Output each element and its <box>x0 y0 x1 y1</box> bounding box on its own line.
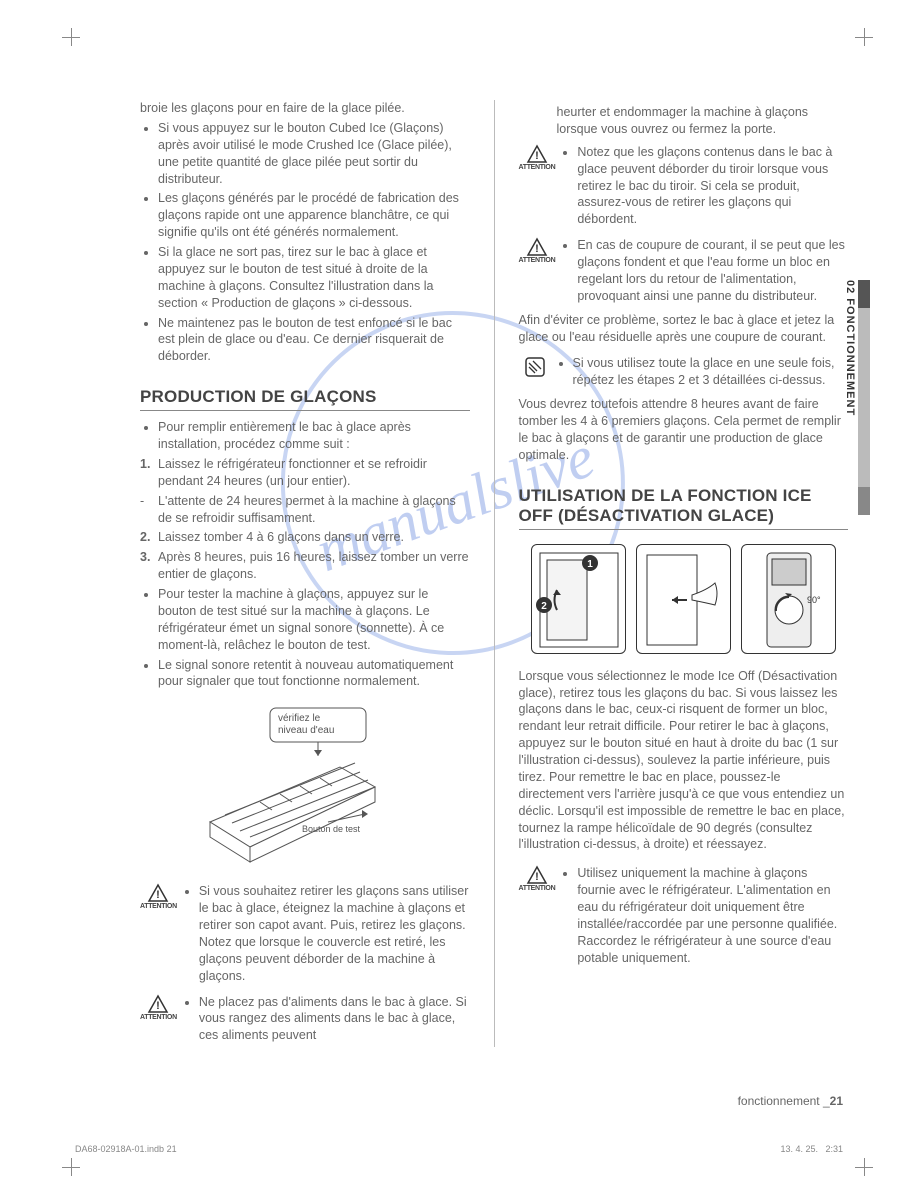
step-item: Pour remplir entièrement le bac à glace … <box>158 419 470 453</box>
attention-block-r2: ! ATTENTION En cas de coupure de courant… <box>519 237 849 308</box>
ice-off-illustrations: 1 2 <box>519 544 849 654</box>
attention-text: En cas de coupure de courant, il se peut… <box>577 237 848 305</box>
top-bullet-list: broie les glaçons pour en faire de la gl… <box>140 100 470 365</box>
svg-text:Bouton de test: Bouton de test <box>302 824 361 834</box>
step-text: Laissez le réfrigérateur fonctionner et … <box>158 456 470 490</box>
svg-text:!: ! <box>535 243 539 255</box>
attention-icon: ! ATTENTION <box>519 144 556 171</box>
bullet-item: Si vous appuyez sur le bouton Cubed Ice … <box>158 120 470 188</box>
heading-production: PRODUCTION DE GLAÇONS <box>140 387 470 411</box>
step-dash: - <box>140 493 158 527</box>
svg-text:niveau d'eau: niveau d'eau <box>278 725 334 736</box>
svg-text:90°: 90° <box>807 595 821 605</box>
svg-text:vérifiez le: vérifiez le <box>278 713 321 724</box>
attention-text: Utilisez uniquement la machine à glaçons… <box>577 865 848 966</box>
heading-ice-off: UTILISATION DE LA FONCTION ICE OFF (DÉSA… <box>519 486 849 530</box>
svg-text:2: 2 <box>541 601 547 612</box>
attention-block-2: ! ATTENTION Ne placez pas d'aliments dan… <box>140 994 470 1048</box>
step-text: Laissez tomber 4 à 6 glaçons dans un ver… <box>158 529 470 546</box>
right-column: heurter et endommager la machine à glaço… <box>519 100 849 1047</box>
attention-block-1: ! ATTENTION Si vous souhaitez retirer le… <box>140 883 470 987</box>
note-block: Si vous utilisez toute la glace en une s… <box>519 355 849 392</box>
print-left: DA68-02918A-01.indb 21 <box>75 1144 177 1154</box>
steps-list-2: Pour tester la machine à glaçons, appuye… <box>140 586 470 690</box>
column-divider <box>494 100 495 1047</box>
print-right: 13. 4. 25. 2:31 <box>780 1144 843 1154</box>
print-footer: DA68-02918A-01.indb 21 13. 4. 25. 2:31 <box>75 1144 843 1154</box>
step-text: Après 8 heures, puis 16 heures, laissez … <box>158 549 470 583</box>
step-number: 2. <box>140 529 158 546</box>
illus-panel-3: 90° <box>741 544 836 654</box>
svg-text:!: ! <box>157 1000 161 1012</box>
attention-icon: ! ATTENTION <box>519 237 556 264</box>
bullet-item: Les glaçons générés par le procédé de fa… <box>158 190 470 241</box>
note-cont: Vous devrez toutefois attendre 8 heures … <box>519 396 849 464</box>
svg-text:1: 1 <box>587 559 593 570</box>
steps-list: Pour remplir entièrement le bac à glace … <box>140 419 470 453</box>
cont-text: heurter et endommager la machine à glaço… <box>557 104 849 138</box>
note-text: Si vous utilisez toute la glace en une s… <box>573 355 849 389</box>
step-item: Pour tester la machine à glaçons, appuye… <box>158 586 470 654</box>
ice-off-paragraph: Lorsque vous sélectionnez le mode Ice Of… <box>519 668 849 854</box>
step-number: 1. <box>140 456 158 490</box>
page-footer: fonctionnement _21 <box>738 1094 843 1108</box>
step-number: 3. <box>140 549 158 583</box>
attention-icon: ! ATTENTION <box>140 883 177 910</box>
bullet-cont: broie les glaçons pour en faire de la gl… <box>140 100 470 117</box>
attention-text: Ne placez pas d'aliments dans le bac à g… <box>199 994 470 1045</box>
svg-text:!: ! <box>535 150 539 162</box>
illus-panel-2 <box>636 544 731 654</box>
bullet-item: Si la glace ne sort pas, tirez sur le ba… <box>158 244 470 312</box>
step-text: L'attente de 24 heures permet à la machi… <box>158 493 470 527</box>
left-column: broie les glaçons pour en faire de la gl… <box>140 100 470 1047</box>
step-item: Le signal sonore retentit à nouveau auto… <box>158 657 470 691</box>
attention-icon: ! ATTENTION <box>519 865 556 892</box>
attention-block-r3: ! ATTENTION Utilisez uniquement la machi… <box>519 865 849 969</box>
svg-text:!: ! <box>535 871 539 883</box>
attention-text: Notez que les glaçons contenus dans le b… <box>577 144 848 228</box>
ice-maker-illustration: vérifiez le niveau d'eau Bo <box>180 702 470 875</box>
illus-panel-1: 1 2 <box>531 544 626 654</box>
bullet-item: Ne maintenez pas le bouton de test enfon… <box>158 315 470 366</box>
afin-paragraph: Afin d'éviter ce problème, sortez le bac… <box>519 312 849 346</box>
svg-text:!: ! <box>157 889 161 901</box>
note-icon <box>519 355 551 379</box>
attention-text: Si vous souhaitez retirer les glaçons sa… <box>199 883 470 984</box>
attention-icon: ! ATTENTION <box>140 994 177 1021</box>
attention-block-r1: ! ATTENTION Notez que les glaçons conten… <box>519 144 849 231</box>
